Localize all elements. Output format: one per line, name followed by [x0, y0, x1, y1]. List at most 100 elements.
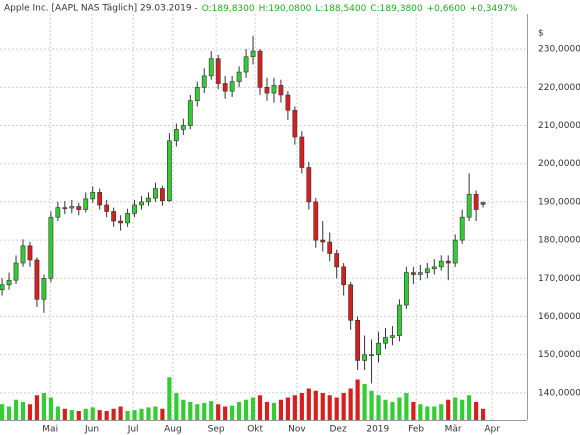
volume-bar — [397, 397, 402, 420]
x-tick-label: Mai — [42, 425, 58, 435]
x-tick-label: Apr — [484, 425, 500, 435]
quote-value: C:189,3800 — [370, 4, 423, 14]
volume-bar — [139, 408, 144, 420]
x-tick-label: Aug — [164, 425, 182, 435]
x-tick-label: Feb — [408, 425, 424, 435]
volume-bar — [404, 393, 409, 420]
y-tick-label: 220,0000 — [538, 83, 580, 93]
candle-body — [62, 207, 68, 209]
grid — [0, 14, 527, 420]
candle-body — [48, 216, 54, 279]
volume-bar — [146, 407, 151, 420]
volume-bar — [390, 402, 395, 420]
volume-bar — [418, 404, 423, 420]
candle-body — [0, 284, 5, 291]
candle-body — [194, 87, 200, 101]
y-tick-label: 200,0000 — [538, 159, 580, 169]
candle-body — [327, 241, 333, 254]
candle-body — [313, 201, 319, 241]
y-tick-label: 160,0000 — [538, 312, 580, 322]
candle-body — [459, 216, 465, 241]
volume-bar — [181, 399, 186, 420]
volume-bar — [446, 399, 451, 420]
volume-bar — [411, 402, 416, 420]
candle-body — [299, 136, 305, 168]
candle-body — [167, 140, 172, 202]
volume-bar — [299, 393, 304, 420]
candle-body — [222, 83, 228, 92]
volume-bar — [90, 407, 95, 420]
candle-body — [132, 204, 137, 214]
quote-value: H:190,0800 — [259, 4, 312, 14]
volume-bar — [348, 388, 353, 420]
y-tick-label: 230,0000 — [538, 45, 580, 55]
quote: O:189,8300 H:190,0800 L:188,5400 C:189,3800… — [202, 4, 518, 14]
volume-bar — [313, 390, 318, 420]
volume-bar — [34, 395, 40, 420]
chart-title: Apple Inc. [AAPL NAS Täglich] 29.03.2019… — [4, 4, 198, 14]
volume-bar — [362, 384, 367, 420]
volume-bar — [153, 406, 158, 420]
volume-bar — [460, 399, 465, 420]
candle-body — [390, 335, 395, 338]
candle-body — [187, 100, 193, 126]
candle-body — [236, 71, 242, 82]
y-tick-label: 140,0000 — [538, 388, 580, 398]
candle-body — [6, 279, 12, 286]
candle-body — [139, 201, 144, 206]
volume-bar — [257, 395, 263, 420]
volume-bar — [209, 401, 214, 420]
candle-body — [341, 266, 347, 286]
candle-body — [278, 85, 284, 96]
y-tick-label: 180,0000 — [538, 236, 580, 246]
y-tick-label: 210,0000 — [538, 121, 580, 131]
volume-bar — [425, 406, 430, 420]
candle-body — [125, 213, 130, 224]
volume-bar — [320, 393, 325, 420]
candle-body — [466, 193, 472, 218]
volume-bar — [118, 406, 123, 420]
candle-body — [348, 284, 354, 321]
candle-body — [383, 337, 388, 344]
x-tick-label: Nov — [288, 425, 306, 435]
candle-body — [264, 87, 270, 94]
volume-bar — [41, 393, 47, 420]
volume-bar — [188, 402, 193, 420]
candle-body — [250, 50, 256, 58]
quote-value: +0,3497% — [470, 4, 518, 14]
volume-bar — [202, 402, 207, 420]
volume-bar — [369, 390, 374, 420]
volume-bar — [97, 410, 102, 420]
candle-body — [215, 58, 221, 84]
y-tick-label: 190,0000 — [538, 197, 580, 207]
currency: $ — [538, 29, 544, 39]
candle-body — [208, 58, 214, 77]
candle-body — [438, 260, 444, 268]
candle-body — [369, 354, 374, 356]
quote-value: +0,6600 — [427, 4, 466, 14]
volume-bar — [432, 406, 437, 420]
volume-bar — [0, 404, 5, 420]
volume-bar — [104, 411, 109, 420]
candle-body — [243, 56, 249, 73]
volume-bar — [132, 410, 137, 420]
volume-bar — [48, 397, 53, 420]
volume-bar — [243, 399, 249, 420]
volume-bar — [480, 408, 486, 420]
x-tick-label: Okt — [247, 425, 263, 435]
candle-body — [334, 253, 340, 268]
volume-bar — [223, 406, 228, 420]
candle-body — [90, 192, 96, 200]
volume-bar — [271, 402, 277, 420]
candle-body — [292, 109, 298, 138]
candle-body — [404, 272, 409, 306]
y-tick-label: 170,0000 — [538, 274, 580, 284]
x-tick-label: 2019 — [366, 425, 389, 435]
candle-body — [34, 259, 40, 300]
x-tick-label: Mär — [445, 425, 462, 435]
candle-body — [229, 81, 235, 92]
volume-bar — [6, 406, 12, 420]
candle-body — [417, 272, 423, 275]
volume-bar — [327, 395, 332, 420]
candle-body — [111, 211, 117, 222]
